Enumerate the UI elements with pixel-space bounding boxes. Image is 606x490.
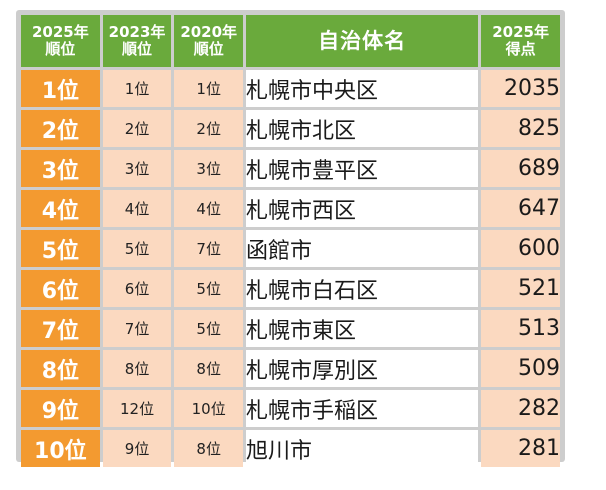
rank-2020-cell: 5位 [174,270,244,307]
header-rank-2020: 2020年 順位 [174,15,244,67]
header-row: 2025年 順位 2023年 順位 2020年 順位 自治体名 2025年 得点 [21,15,560,67]
rank-2020-cell: 4位 [174,190,244,227]
rank-2025-cell: 4位 [21,190,100,227]
header-rank-2025-label: 順位 [45,40,76,58]
rank-2023-cell: 4位 [102,190,172,227]
table-row: 7位 7位 5位 札幌市東区 513 [21,310,560,347]
rank-2025-cell: 2位 [21,110,100,147]
score-cell: 513 [481,310,560,347]
rank-2020-cell: 7位 [174,230,244,267]
header-rank-2023-year: 2023年 [108,22,166,41]
ranking-table: 2025年 順位 2023年 順位 2020年 順位 自治体名 2025年 得点 [18,12,563,470]
score-cell: 825 [481,110,560,147]
rank-2023-cell: 8位 [102,350,172,387]
rank-2020-cell: 8位 [174,430,244,467]
municipality-cell: 札幌市厚別区 [246,350,479,387]
header-score-label: 得点 [505,40,536,58]
header-municipality: 自治体名 [246,15,479,67]
rank-2025-cell: 3位 [21,150,100,187]
municipality-cell: 函館市 [246,230,479,267]
rank-2025-cell: 5位 [21,230,100,267]
rank-2023-cell: 12位 [102,390,172,427]
table-row: 8位 8位 8位 札幌市厚別区 509 [21,350,560,387]
header-rank-2025: 2025年 順位 [21,15,100,67]
rank-2023-cell: 6位 [102,270,172,307]
municipality-cell: 札幌市西区 [246,190,479,227]
score-cell: 689 [481,150,560,187]
table-row: 6位 6位 5位 札幌市白石区 521 [21,270,560,307]
rank-2020-cell: 5位 [174,310,244,347]
rank-2025-cell: 10位 [21,430,100,467]
municipality-cell: 札幌市豊平区 [246,150,479,187]
rank-2020-cell: 2位 [174,110,244,147]
table-row: 9位 12位 10位 札幌市手稲区 282 [21,390,560,427]
municipality-cell: 札幌市白石区 [246,270,479,307]
score-cell: 521 [481,270,560,307]
rank-2023-cell: 7位 [102,310,172,347]
rank-2023-cell: 3位 [102,150,172,187]
score-cell: 647 [481,190,560,227]
rank-2025-cell: 7位 [21,310,100,347]
rank-2025-cell: 9位 [21,390,100,427]
header-rank-2020-year: 2020年 [180,22,238,41]
header-rank-2023-label: 順位 [122,40,153,58]
score-cell: 281 [481,430,560,467]
rank-2025-cell: 8位 [21,350,100,387]
rank-2025-cell: 1位 [21,70,100,107]
header-rank-2023: 2023年 順位 [102,15,172,67]
header-rank-2020-label: 順位 [193,40,224,58]
municipality-cell: 旭川市 [246,430,479,467]
rank-2020-cell: 1位 [174,70,244,107]
table-row: 3位 3位 3位 札幌市豊平区 689 [21,150,560,187]
score-cell: 2035 [481,70,560,107]
municipality-cell: 札幌市東区 [246,310,479,347]
rank-2023-cell: 9位 [102,430,172,467]
table-row: 5位 5位 7位 函館市 600 [21,230,560,267]
rank-2020-cell: 10位 [174,390,244,427]
municipality-cell: 札幌市手稲区 [246,390,479,427]
ranking-table-frame: 2025年 順位 2023年 順位 2020年 順位 自治体名 2025年 得点 [16,10,565,467]
header-score-2025: 2025年 得点 [481,15,560,67]
table-row: 1位 1位 1位 札幌市中央区 2035 [21,70,560,107]
header-rank-2025-year: 2025年 [31,22,89,41]
rank-2020-cell: 3位 [174,150,244,187]
score-cell: 282 [481,390,560,427]
rank-2025-cell: 6位 [21,270,100,307]
score-cell: 600 [481,230,560,267]
table-row: 10位 9位 8位 旭川市 281 [21,430,560,467]
rank-2023-cell: 5位 [102,230,172,267]
rank-2020-cell: 8位 [174,350,244,387]
table-row: 2位 2位 2位 札幌市北区 825 [21,110,560,147]
municipality-cell: 札幌市北区 [246,110,479,147]
header-score-year: 2025年 [492,22,549,41]
table-row: 4位 4位 4位 札幌市西区 647 [21,190,560,227]
rank-2023-cell: 2位 [102,110,172,147]
rank-2023-cell: 1位 [102,70,172,107]
municipality-cell: 札幌市中央区 [246,70,479,107]
score-cell: 509 [481,350,560,387]
